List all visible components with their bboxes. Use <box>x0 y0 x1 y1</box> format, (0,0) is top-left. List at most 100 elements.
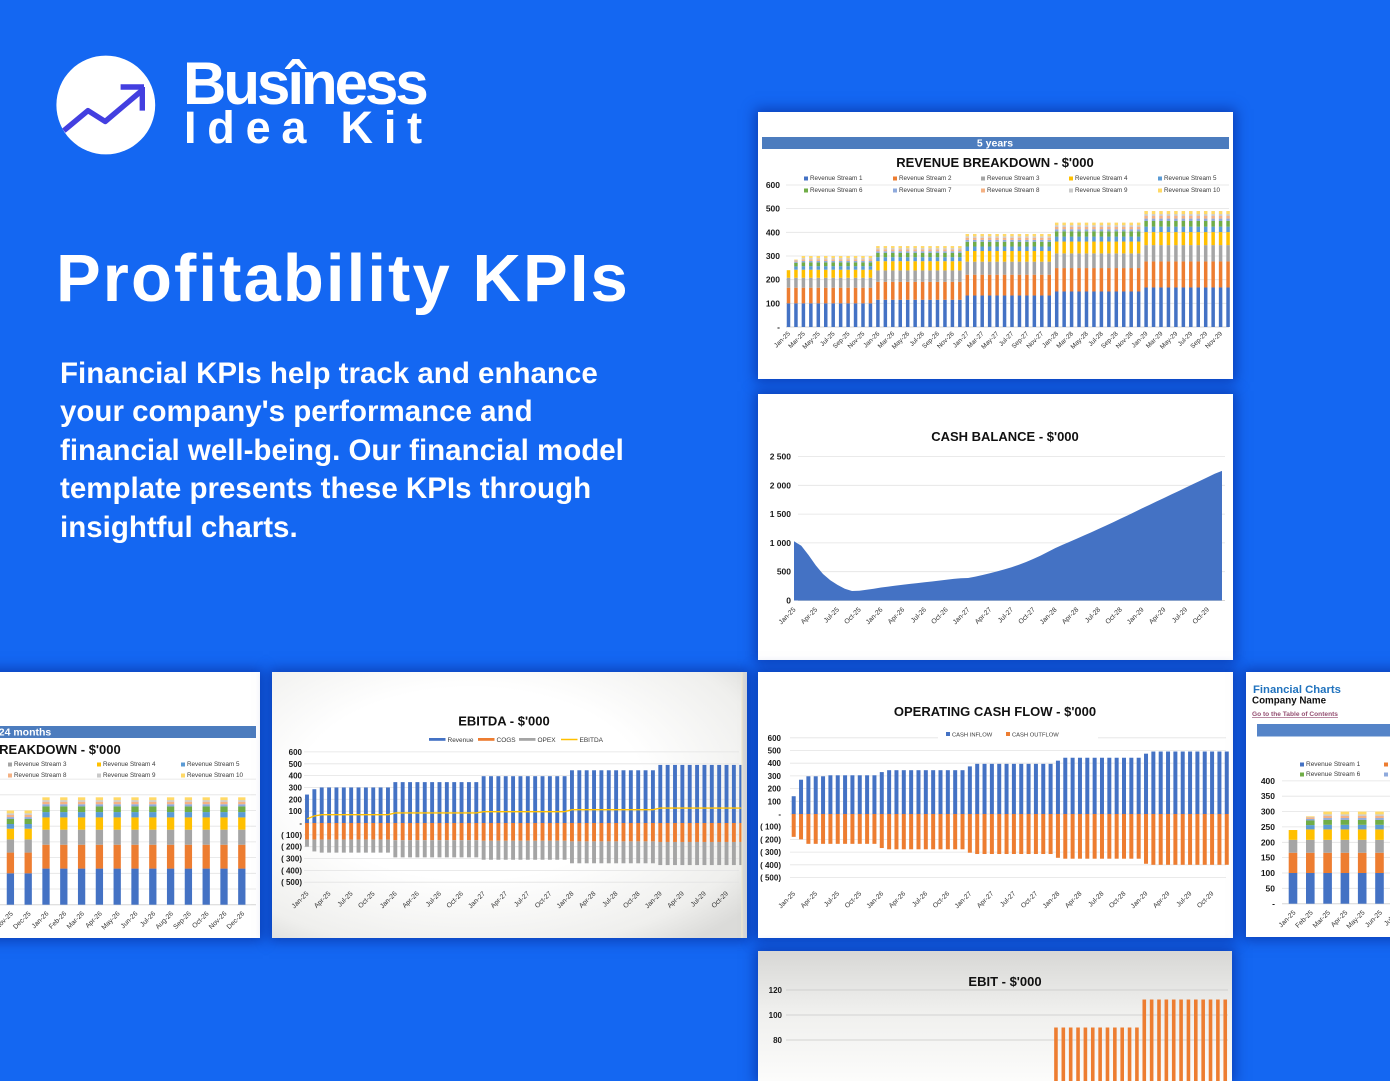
svg-text:-: - <box>299 819 302 828</box>
svg-text:Apr-27: Apr-27 <box>974 606 994 626</box>
svg-text:400: 400 <box>768 759 782 768</box>
svg-text:Jul-25: Jul-25 <box>1383 909 1390 927</box>
svg-text:( 500): ( 500) <box>760 874 781 883</box>
svg-text:Apr-29: Apr-29 <box>1152 890 1172 910</box>
svg-text:Jul-25: Jul-25 <box>823 890 841 908</box>
svg-text:Dec-25: Dec-25 <box>12 910 33 931</box>
svg-text:Apr-29: Apr-29 <box>1148 606 1168 626</box>
svg-text:Jun-25: Jun-25 <box>1364 909 1384 929</box>
svg-text:Jun-26: Jun-26 <box>120 910 140 930</box>
svg-text:Jan-29: Jan-29 <box>1126 606 1146 626</box>
svg-text:Apr-28: Apr-28 <box>1061 606 1081 626</box>
svg-text:200: 200 <box>289 795 303 804</box>
svg-text:1 500: 1 500 <box>770 509 792 519</box>
svg-text:Oct-28: Oct-28 <box>1108 890 1128 910</box>
svg-text:Jan-28: Jan-28 <box>1039 606 1059 626</box>
svg-text:Revenue Stream 1: Revenue Stream 1 <box>810 175 863 182</box>
svg-text:Revenue Stream 2: Revenue Stream 2 <box>899 175 952 182</box>
svg-text:100: 100 <box>769 1011 783 1020</box>
svg-text:Feb-25: Feb-25 <box>1295 909 1315 929</box>
svg-text:( 300): ( 300) <box>760 848 781 857</box>
svg-text:400: 400 <box>766 227 780 237</box>
svg-text:600: 600 <box>766 180 780 190</box>
svg-text:Aug-26: Aug-26 <box>155 910 176 931</box>
svg-text:120: 120 <box>769 986 783 995</box>
svg-text:50: 50 <box>1266 883 1276 893</box>
svg-text:COGS: COGS <box>497 737 517 744</box>
svg-text:Oct-25: Oct-25 <box>843 606 863 626</box>
svg-text:Revenue Stream 1: Revenue Stream 1 <box>1306 761 1361 768</box>
svg-text:Oct-29: Oct-29 <box>1192 606 1212 626</box>
svg-text:CASH BALANCE - $'000: CASH BALANCE - $'000 <box>931 429 1079 444</box>
svg-text:Apr-25: Apr-25 <box>800 606 820 626</box>
svg-text:100: 100 <box>1261 868 1275 878</box>
svg-text:Jan-27: Jan-27 <box>952 606 972 626</box>
svg-text:( 300): ( 300) <box>281 855 302 864</box>
svg-text:Revenue Stream 9: Revenue Stream 9 <box>1075 187 1128 194</box>
svg-text:EBITDA: EBITDA <box>580 737 604 744</box>
svg-text:( 200): ( 200) <box>281 843 302 852</box>
svg-text:Jul-28: Jul-28 <box>1084 606 1102 624</box>
svg-text:Revenue Stream 8: Revenue Stream 8 <box>987 187 1040 194</box>
svg-text:Jul-29: Jul-29 <box>1171 606 1189 624</box>
svg-text:Oct-27: Oct-27 <box>1020 890 1040 910</box>
svg-text:Jan-25: Jan-25 <box>778 606 798 626</box>
svg-text:Jan-26: Jan-26 <box>866 890 886 910</box>
svg-text:Revenue Stream 6: Revenue Stream 6 <box>1306 771 1361 778</box>
svg-text:Apr-26: Apr-26 <box>888 890 908 910</box>
svg-text:100: 100 <box>289 807 303 816</box>
svg-text:REVENUE BREAKDOWN - $'000: REVENUE BREAKDOWN - $'000 <box>896 155 1093 170</box>
svg-text:Apr-26: Apr-26 <box>887 606 907 626</box>
svg-text:600: 600 <box>289 748 303 757</box>
svg-text:Revenue Stream 8: Revenue Stream 8 <box>14 772 67 779</box>
svg-text:Revenue Stream 7: Revenue Stream 7 <box>899 187 952 194</box>
svg-text:( 100): ( 100) <box>281 831 302 840</box>
svg-text:0: 0 <box>786 596 791 606</box>
svg-text:( 400): ( 400) <box>281 866 302 875</box>
svg-text:Financial Charts: Financial Charts <box>1253 684 1341 696</box>
svg-text:Sep-26: Sep-26 <box>172 910 193 931</box>
svg-text:Mar-25: Mar-25 <box>1312 909 1332 929</box>
svg-text:Oct-25: Oct-25 <box>844 890 864 910</box>
svg-text:300: 300 <box>1261 807 1275 817</box>
svg-text:CASH INFLOW: CASH INFLOW <box>952 733 993 739</box>
svg-text:Apr-28: Apr-28 <box>1064 890 1084 910</box>
svg-text:Oct-27: Oct-27 <box>1017 606 1037 626</box>
svg-text:Dec-26: Dec-26 <box>226 910 247 931</box>
svg-text:500: 500 <box>289 760 303 769</box>
svg-text:400: 400 <box>1261 776 1275 786</box>
svg-text:Apr-25: Apr-25 <box>800 890 820 910</box>
svg-text:CASH OUTFLOW: CASH OUTFLOW <box>1012 733 1059 739</box>
svg-text:Jul-29: Jul-29 <box>1175 890 1193 908</box>
svg-text:200: 200 <box>766 275 780 285</box>
svg-text:80: 80 <box>773 1036 782 1045</box>
svg-text:( 400): ( 400) <box>760 861 781 870</box>
svg-text:Jul-28: Jul-28 <box>1087 890 1105 908</box>
svg-text:REVENUE BREAKDOWN - $'000: REVENUE BREAKDOWN - $'000 <box>0 742 121 757</box>
svg-text:500: 500 <box>766 204 780 214</box>
svg-text:600: 600 <box>768 734 782 743</box>
svg-text:150: 150 <box>1261 853 1275 863</box>
svg-text:Jul-26: Jul-26 <box>911 890 929 908</box>
svg-text:Jan-25: Jan-25 <box>777 890 797 910</box>
svg-text:300: 300 <box>766 251 780 261</box>
svg-text:-: - <box>1272 899 1275 909</box>
svg-text:Apr-27: Apr-27 <box>976 890 996 910</box>
svg-text:Nov-26: Nov-26 <box>208 910 229 931</box>
svg-text:Company Name: Company Name <box>1252 696 1327 707</box>
svg-text:300: 300 <box>289 784 303 793</box>
svg-text:Revenue Stream 4: Revenue Stream 4 <box>103 761 156 768</box>
svg-text:100: 100 <box>766 298 780 308</box>
svg-text:Jul-27: Jul-27 <box>999 890 1017 908</box>
svg-text:Revenue Stream 5: Revenue Stream 5 <box>1164 175 1217 182</box>
svg-text:OPERATING CASH FLOW - $'000: OPERATING CASH FLOW - $'000 <box>894 704 1096 719</box>
svg-text:OPEX: OPEX <box>538 737 557 744</box>
svg-text:-: - <box>777 322 780 332</box>
svg-text:Jan-26: Jan-26 <box>31 910 51 930</box>
svg-text:Revenue Stream 10: Revenue Stream 10 <box>187 772 244 779</box>
svg-text:500: 500 <box>777 567 791 577</box>
svg-text:Feb-26: Feb-26 <box>48 910 68 930</box>
svg-text:2 000: 2 000 <box>770 480 792 490</box>
svg-text:Revenue Stream 6: Revenue Stream 6 <box>810 187 863 194</box>
svg-text:Revenue Stream 4: Revenue Stream 4 <box>1075 175 1128 182</box>
